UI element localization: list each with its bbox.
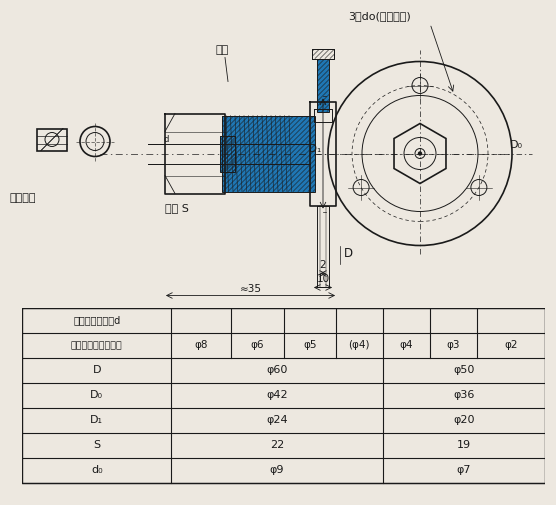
Text: φ20: φ20 <box>453 415 475 425</box>
Text: d: d <box>164 134 170 143</box>
Bar <box>37 128 67 150</box>
Text: φ2: φ2 <box>504 340 518 350</box>
Bar <box>317 59 329 112</box>
Text: 2: 2 <box>320 260 326 270</box>
Text: 铠装热电偶外径d: 铠装热电偶外径d <box>73 316 120 326</box>
Text: φ4: φ4 <box>400 340 413 350</box>
Text: φ7: φ7 <box>456 465 471 475</box>
Text: ≈35: ≈35 <box>240 283 261 293</box>
Text: D: D <box>92 366 101 375</box>
Text: (φ4): (φ4) <box>349 340 370 350</box>
Text: φ36: φ36 <box>453 390 475 400</box>
Bar <box>312 48 334 59</box>
Bar <box>222 116 315 191</box>
Text: 可动卡套: 可动卡套 <box>10 193 37 204</box>
Text: φ24: φ24 <box>266 415 288 425</box>
Text: D₁: D₁ <box>90 415 103 425</box>
Bar <box>222 116 315 191</box>
Text: φ3: φ3 <box>446 340 460 350</box>
Text: φ6: φ6 <box>251 340 264 350</box>
Text: d₀: d₀ <box>91 465 102 475</box>
Bar <box>220 135 235 172</box>
Text: 19: 19 <box>457 440 471 450</box>
Text: φ42: φ42 <box>266 390 288 400</box>
Text: 板手 S: 板手 S <box>165 204 189 214</box>
Bar <box>312 48 334 59</box>
Text: 3孔do(等分圆周): 3孔do(等分圆周) <box>348 12 411 22</box>
Text: D₀: D₀ <box>510 140 523 150</box>
Text: D₀: D₀ <box>90 390 103 400</box>
Circle shape <box>418 152 422 156</box>
Text: 22: 22 <box>270 440 284 450</box>
Text: 卡套: 卡套 <box>215 45 229 56</box>
Text: 10: 10 <box>316 274 330 283</box>
Text: φ5: φ5 <box>303 340 316 350</box>
Bar <box>220 135 235 172</box>
Bar <box>317 59 329 112</box>
Text: φ60: φ60 <box>266 366 287 375</box>
Bar <box>312 48 334 59</box>
Text: φ8: φ8 <box>195 340 208 350</box>
Text: φ50: φ50 <box>453 366 475 375</box>
Text: 固定装置代号和尺寸: 固定装置代号和尺寸 <box>71 341 122 350</box>
Text: φ9: φ9 <box>270 465 284 475</box>
Text: S: S <box>93 440 100 450</box>
Text: D: D <box>344 247 353 260</box>
Text: D₁: D₁ <box>309 144 321 155</box>
